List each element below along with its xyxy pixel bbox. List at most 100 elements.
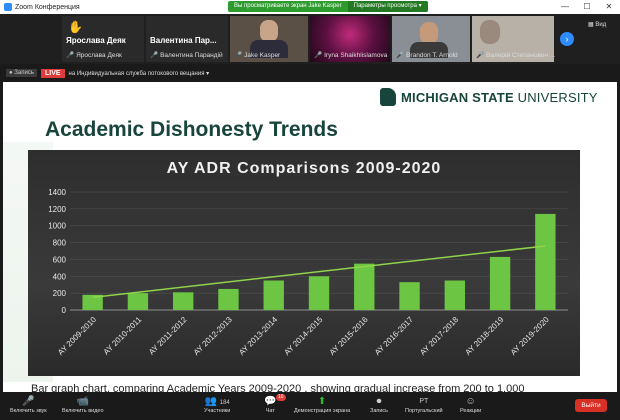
window-titlebar: Zoom Конференция Вы просматриваете экран… [0,0,620,14]
muted-mic-icon: 🎤 [150,52,159,59]
participants-button[interactable]: 👥 184 Участники [204,396,231,414]
camera-icon: 📹 [76,396,89,407]
bar [354,263,375,310]
participant-name: 🎤 Jake Kasper [234,52,281,59]
language-icon: PT [419,398,429,405]
language-button[interactable]: PT Португальский [405,395,443,414]
muted-mic-icon: 🎤 [314,52,323,59]
participant-name: 🎤 Ярослава Деяк [66,52,122,59]
muted-mic-icon: 🎤 [396,52,405,59]
x-tick-label: AY 2017-2018 [418,315,460,357]
participant-tile[interactable]: Валентина Пар... 🎤 Валентина Парандій [146,16,228,62]
y-tick-label: 400 [53,272,67,281]
participant-tile[interactable]: 🎤 Jake Kasper [230,16,308,62]
share-notice-text: Вы просматриваете экран Jake Kasper [234,3,342,9]
y-tick-label: 200 [53,289,67,298]
y-tick-label: 1400 [48,188,66,197]
raised-hand-icon: ✋ [68,20,83,34]
bar [444,280,466,310]
bar [308,276,330,310]
video-thumbnail [410,42,448,58]
participant-tile[interactable]: 🎤 Brandon T. Arnold [392,16,470,62]
unread-badge: 16 [276,394,286,401]
reactions-button[interactable]: ☺ Реакции [460,396,482,414]
participant-display-name: Валентина Пар... [150,36,217,45]
msu-logo: MICHIGAN STATE UNIVERSITY [380,88,598,106]
participants-icon: 👥 184 [204,396,230,407]
mic-icon: 🎤 [22,396,35,407]
chat-icon: 💬 [264,396,277,407]
muted-mic-icon: 🎤 [66,52,75,59]
minimize-icon[interactable]: — [561,2,569,11]
participant-tile[interactable]: ✋ Ярослава Деяк 🎤 Ярослава Деяк [62,16,144,62]
x-tick-label: AY 2019-2020 [509,315,551,357]
video-thumbnail [480,20,500,44]
x-tick-label: AY 2018-2019 [463,315,505,357]
slide-title: Academic Dishonesty Trends [45,118,338,141]
next-page-icon[interactable]: › [560,32,574,46]
y-tick-label: 600 [53,255,67,264]
participant-tile[interactable]: 🎤 Iryna Shaikhlislamova [310,16,390,62]
recording-bar: ● Запись LIVE на Индивидуальная служба п… [0,64,620,82]
share-screen-icon: ⬆ [317,396,327,407]
record-icon: ⏺ [376,396,382,407]
x-tick-label: AY 2012-2013 [192,315,234,357]
chart-title: AY ADR Comparisons 2009-2020 [166,160,442,177]
bar-chart: AY ADR Comparisons 2009-2020 0 200 400 600 8… [28,150,580,376]
exit-button[interactable]: Выйти [575,399,607,412]
zoom-app-icon [4,3,12,11]
x-tick-label: AY 2014-2015 [282,315,324,357]
bar [535,213,556,310]
unmute-button[interactable]: 🎤 Включить звук [10,396,47,414]
shared-screen: MICHIGAN STATE UNIVERSITY Academic Disho… [3,82,617,392]
x-tick-label: AY 2013-2014 [237,315,279,357]
video-thumbnail [260,20,278,42]
muted-mic-icon: 🎤 [234,52,243,59]
participant-name: 🎤 Валерій Степанович ... [476,52,556,59]
muted-mic-icon: 🎤 [476,52,485,59]
share-notice-bar: Вы просматриваете экран Jake Kasper Пара… [228,1,428,12]
video-thumbnail [250,40,288,58]
x-tick-label: AY 2015-2016 [328,315,370,357]
stream-status-text[interactable]: на Индивидуальная служба потокового веща… [68,70,210,77]
y-tick-label: 800 [53,239,67,248]
bar [82,294,103,310]
bar [399,282,420,310]
record-button[interactable]: ⏺ Запись [370,396,389,414]
recording-badge: ● Запись [6,69,37,77]
trendline [92,245,546,299]
x-tick-label: AY 2009-2010 [56,315,98,357]
y-tick-label: 1200 [48,205,66,214]
video-thumbnail [420,22,438,44]
meeting-toolbar: 🎤 Включить звук 📹 Включить видео 👥 184 У… [0,392,620,420]
participant-name: 🎤 Brandon T. Arnold [396,52,458,59]
bar [127,293,149,310]
x-tick-label: AY 2010-2011 [102,315,144,357]
participant-name: 🎤 Валентина Парандій [150,52,223,59]
slide-caption: Bar graph chart, comparing Academic Year… [31,383,525,392]
bar [218,288,239,310]
view-button[interactable]: ▦ Вид [588,22,607,28]
spartan-helmet-icon [380,88,396,106]
window-title: Zoom Конференция [15,3,80,11]
video-strip: ✋ Ярослава Деяк 🎤 Ярослава Деяк Валентина… [0,14,620,64]
participant-name: 🎤 Iryna Shaikhlislamova [314,52,388,59]
msu-logo-text: MICHIGAN STATE UNIVERSITY [401,89,598,105]
share-screen-button[interactable]: ⬆ Демонстрация экрана [294,396,351,414]
y-tick-label: 0 [62,306,67,315]
start-video-button[interactable]: 📹 Включить видео [62,396,104,414]
y-tick-label: 1000 [48,222,66,231]
reactions-icon: ☺ [465,396,476,407]
close-icon[interactable]: ✕ [605,2,613,11]
view-options-button[interactable]: Параметры просмотра ▾ [347,1,428,12]
bar [263,280,284,310]
participant-display-name: Ярослава Деяк [66,36,126,45]
live-badge: LIVE [40,68,65,78]
x-tick-label: AY 2016-2017 [373,315,415,357]
maximize-icon[interactable]: ☐ [583,2,591,11]
x-tick-label: AY 2011-2012 [147,315,189,357]
chat-button[interactable]: 16 💬 Чат [264,394,286,414]
participant-tile[interactable]: 🎤 Валерій Степанович ... [472,16,556,62]
bar [489,256,511,310]
